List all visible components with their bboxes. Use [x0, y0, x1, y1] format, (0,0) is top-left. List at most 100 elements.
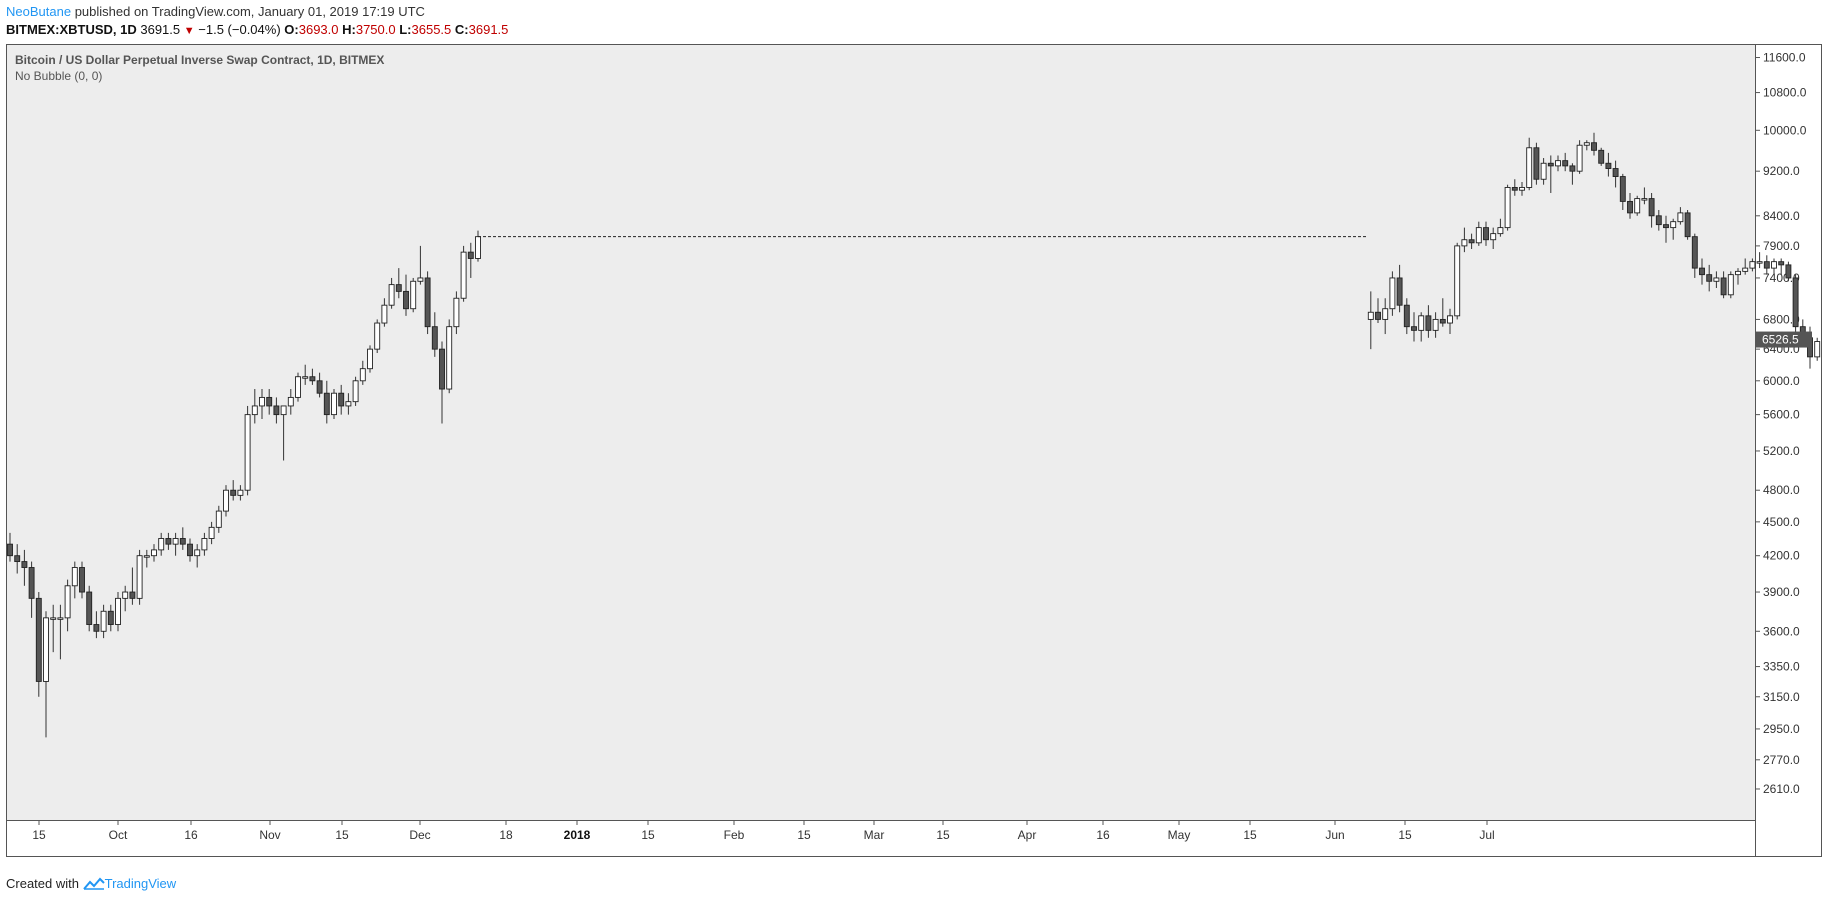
- candle-body: [122, 591, 129, 599]
- candle-body: [381, 304, 388, 324]
- candle-body: [1749, 261, 1756, 269]
- candle-body: [136, 555, 143, 599]
- candle-body: [1699, 267, 1705, 276]
- candle-body: [1771, 261, 1777, 269]
- candle-body: [1540, 162, 1547, 180]
- candle-body: [1792, 277, 1799, 328]
- candle-body: [302, 376, 309, 379]
- candle-body: [1619, 176, 1626, 202]
- candle-body: [187, 543, 193, 557]
- y-tick-label: 10800.0: [1763, 86, 1807, 100]
- candle-body: [1483, 227, 1489, 241]
- candle-body: [1785, 264, 1792, 279]
- candle-body: [100, 610, 107, 632]
- low-value: 3655.5: [411, 22, 452, 37]
- low-label: L:: [399, 22, 412, 37]
- candle-body: [1497, 227, 1504, 235]
- candle-body: [194, 549, 201, 557]
- candle-body: [395, 284, 402, 292]
- candle-body: [403, 290, 409, 310]
- candle-body: [1533, 147, 1540, 180]
- candle-body: [1663, 224, 1669, 229]
- candle-body: [251, 405, 258, 416]
- y-tick-label: 2950.0: [1763, 722, 1800, 736]
- candle-body: [165, 538, 172, 545]
- candle-body: [352, 380, 359, 403]
- candle-body: [1677, 212, 1684, 223]
- x-tick-label: May: [1168, 828, 1191, 842]
- candle-body: [158, 538, 165, 551]
- candle-body: [475, 236, 481, 259]
- candle-body: [331, 392, 337, 416]
- x-tick-label: Nov: [259, 828, 280, 842]
- last-price: 3691.5: [140, 22, 181, 37]
- tradingview-link[interactable]: TradingView: [104, 876, 177, 891]
- candle-body: [1490, 233, 1497, 241]
- candle-body: [1454, 245, 1461, 317]
- candle-body: [295, 376, 301, 398]
- candle-body: [266, 396, 273, 407]
- candle-body: [309, 376, 316, 382]
- y-tick-label: 6800.0: [1763, 312, 1800, 326]
- candle-body: [338, 392, 345, 407]
- candle-body: [1562, 160, 1569, 167]
- candle-body: [323, 392, 330, 416]
- y-tick-label: 3150.0: [1763, 690, 1800, 704]
- price-label: 6526.5: [1762, 333, 1799, 347]
- candle-body: [1468, 239, 1475, 244]
- candle-body: [388, 284, 395, 306]
- candle-body: [151, 549, 157, 557]
- candle-body: [237, 489, 244, 496]
- candlestick-chart[interactable]: 11600.010800.010000.09200.08400.07900.07…: [7, 45, 1821, 856]
- y-tick-label: 4500.0: [1763, 515, 1800, 529]
- candle-body: [1706, 274, 1713, 282]
- x-tick-label: Jun: [1325, 828, 1344, 842]
- plot-area: [7, 45, 1755, 820]
- candle-body: [50, 617, 57, 620]
- chart-title: Bitcoin / US Dollar Perpetual Inverse Sw…: [15, 53, 384, 67]
- y-tick-label: 4800.0: [1763, 483, 1800, 497]
- candle-body: [7, 543, 13, 557]
- candle-body: [1547, 162, 1554, 167]
- candle-body: [79, 567, 85, 593]
- x-tick-label: 15: [1243, 828, 1257, 842]
- candle-body: [1583, 142, 1590, 146]
- candle-body: [14, 555, 21, 563]
- author-link[interactable]: NeoButane: [6, 4, 72, 19]
- y-tick-label: 6000.0: [1763, 374, 1800, 388]
- x-tick-label: 15: [335, 828, 349, 842]
- x-tick-label: Jul: [1479, 828, 1494, 842]
- chart-panel[interactable]: 11600.0 10800.0 10000.0 9200.0 8400.0 7900.0 7…: [6, 44, 1822, 857]
- candle-body: [1778, 261, 1785, 266]
- candle-body: [424, 277, 431, 328]
- price-label-box: [1756, 331, 1812, 348]
- candle-body: [1727, 274, 1734, 296]
- candle-body: [201, 538, 208, 551]
- candle-body: [21, 561, 28, 568]
- candle-body: [86, 591, 93, 625]
- candle-body: [1461, 239, 1468, 247]
- candle-body: [1526, 147, 1533, 188]
- candle-body: [1555, 160, 1561, 167]
- candle-body: [259, 396, 265, 407]
- candle-body: [460, 251, 467, 299]
- x-tick-label: 15: [1398, 828, 1412, 842]
- candle-body: [1756, 261, 1763, 264]
- y-tick-label: 3900.0: [1763, 585, 1800, 599]
- candle-body: [1425, 315, 1432, 331]
- candle-body: [1763, 261, 1770, 269]
- x-tick-label: 15: [32, 828, 46, 842]
- candle-body: [1439, 318, 1446, 324]
- candle-body: [1382, 308, 1389, 320]
- close-label: C:: [454, 22, 469, 37]
- candle-body: [115, 597, 121, 625]
- x-tick-label: 18: [499, 828, 513, 842]
- candle-body: [57, 617, 64, 620]
- open-label: O:: [284, 22, 299, 37]
- candle-body: [1511, 186, 1518, 191]
- candle-body: [273, 405, 280, 416]
- candle-body: [1735, 270, 1741, 276]
- footer: Created with TradingView: [6, 876, 176, 891]
- candle-body: [410, 280, 417, 310]
- candle-body: [1605, 162, 1612, 169]
